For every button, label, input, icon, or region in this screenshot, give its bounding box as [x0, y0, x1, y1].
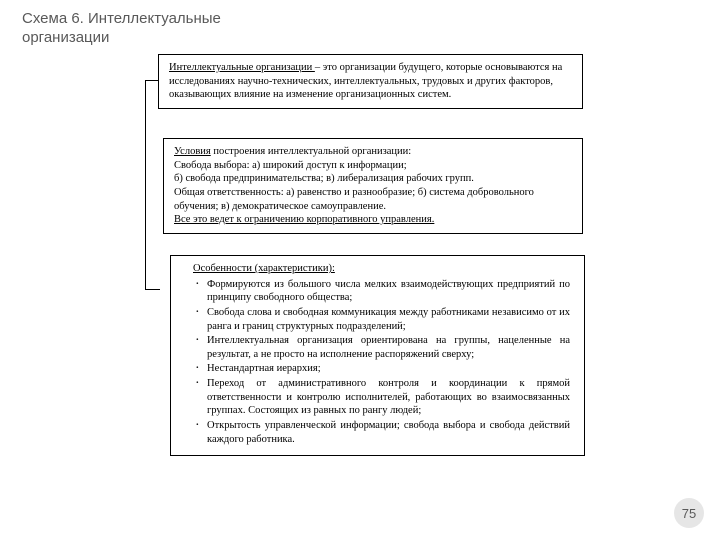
list-item: Переход от административного контроля и …	[207, 377, 570, 418]
page-number: 75	[674, 498, 704, 528]
definition-lead: Интеллектуальные организации	[169, 62, 315, 73]
list-item: Свобода слова и свободная коммуникация м…	[207, 306, 570, 333]
conditions-box: Условия построения интеллектуальной орга…	[163, 138, 583, 234]
slide-title: Схема 6. Интеллектуальные организации	[22, 10, 242, 48]
connector-line	[145, 80, 160, 290]
conditions-line3: б) свобода предпринимательства; в) либер…	[174, 172, 572, 186]
conditions-underline: Условия	[174, 146, 211, 157]
definition-box: Интеллектуальные организации – это орган…	[158, 54, 583, 109]
conditions-rest: построения интеллектуальной организации:	[211, 146, 411, 157]
features-heading-text: Особенности (характеристики):	[193, 263, 335, 274]
conditions-line1: Условия построения интеллектуальной орга…	[174, 145, 572, 159]
features-box: Особенности (характеристики): Формируютс…	[170, 255, 585, 456]
conditions-line2: Свобода выбора: а) широкий доступ к инфо…	[174, 159, 572, 173]
conditions-line4: Общая ответственность: а) равенство и ра…	[174, 186, 572, 213]
list-item: Нестандартная иерархия;	[207, 362, 570, 376]
conditions-line5: Все это ведет к ограничению корпоративно…	[174, 213, 572, 227]
features-heading: Особенности (характеристики):	[193, 262, 570, 276]
features-list: Формируются из большого числа мелких вза…	[185, 278, 570, 447]
list-item: Открытость управленческой информации; св…	[207, 419, 570, 446]
list-item: Интеллектуальная организация ориентирова…	[207, 334, 570, 361]
list-item: Формируются из большого числа мелких вза…	[207, 278, 570, 305]
